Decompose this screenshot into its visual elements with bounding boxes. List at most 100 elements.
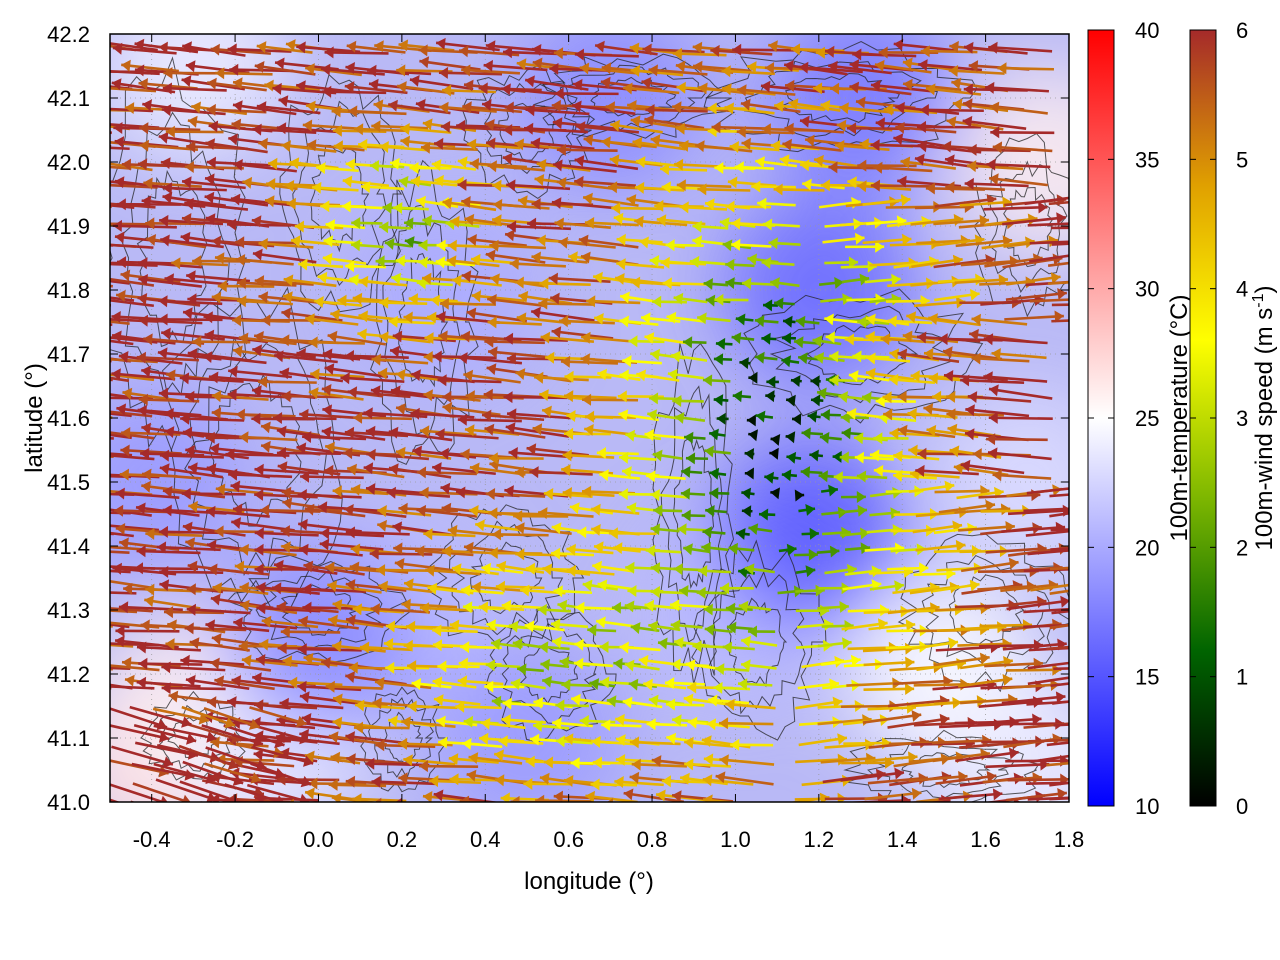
wind-arrow-head — [258, 291, 269, 304]
wind-arrow-head — [252, 123, 262, 136]
wind-arrow-head — [116, 198, 126, 211]
wind-arrow-head — [396, 403, 406, 415]
wind-arrow-head — [98, 82, 107, 94]
wind-arrow — [411, 678, 452, 690]
wind-arrow-head — [562, 487, 572, 499]
wind-arrow — [897, 424, 956, 439]
wind-arrow-head — [905, 619, 916, 632]
wind-arrow-shaft — [139, 126, 201, 132]
wind-arrow — [480, 717, 526, 730]
wind-arrow-head — [239, 543, 249, 556]
wind-arrow — [258, 238, 314, 250]
wind-arrow-head — [501, 714, 511, 726]
wind-arrow-shaft — [1053, 723, 1069, 727]
wind-arrow-shaft — [694, 143, 753, 153]
wind-arrow-head — [431, 159, 442, 171]
wind-arrow — [839, 504, 868, 517]
wind-arrow — [360, 181, 405, 193]
wind-arrow-head — [288, 676, 298, 689]
wind-arrow — [506, 220, 571, 233]
wind-arrow-head — [1002, 674, 1013, 686]
wind-arrow-shaft — [303, 563, 365, 576]
wind-arrow-head — [157, 347, 168, 360]
wind-arrow-shaft — [487, 320, 542, 326]
wind-arrow — [110, 279, 130, 285]
wind-arrow-head — [47, 575, 57, 587]
wind-arrow-head — [425, 564, 435, 577]
wind-arrow-shaft — [984, 599, 1047, 609]
wind-arrow — [1024, 196, 1069, 206]
wind-arrow-head — [390, 345, 400, 358]
wind-arrow-head — [363, 462, 374, 475]
wind-arrow-head — [564, 427, 574, 440]
wind-arrow-shaft — [110, 666, 131, 670]
wind-arrow-head — [542, 675, 552, 688]
wind-arrow-shaft — [281, 394, 344, 399]
wind-arrow-head — [932, 390, 942, 403]
wind-arrow-head — [900, 156, 911, 169]
wind-arrow-head — [458, 352, 468, 365]
wind-arrow — [907, 407, 958, 420]
wind-arrow-head — [303, 652, 314, 665]
wind-arrow — [619, 641, 661, 654]
wind-arrow-shaft — [534, 375, 589, 382]
wind-arrow-head — [597, 368, 608, 381]
wind-arrow-shaft — [817, 717, 872, 726]
wind-arrow-head — [897, 424, 908, 437]
wind-arrow-head — [744, 467, 754, 480]
wind-arrow-head — [857, 180, 867, 193]
wind-arrow-shaft — [350, 487, 407, 497]
wind-arrow-head — [110, 616, 111, 619]
wind-arrow-head — [264, 195, 275, 208]
wind-arrow-head — [670, 599, 680, 612]
wind-arrow — [715, 771, 774, 786]
wind-arrow-head — [354, 123, 364, 136]
wind-arrow-head — [606, 798, 613, 802]
wind-arrow — [757, 197, 796, 210]
wind-arrow-shaft — [45, 184, 107, 187]
wind-arrow-head — [233, 77, 243, 90]
wind-arrow-head — [119, 468, 129, 481]
wind-arrow — [992, 469, 1052, 482]
wind-arrow — [774, 297, 795, 310]
wind-arrow-head — [162, 485, 173, 498]
wind-arrow-shaft — [524, 78, 589, 91]
wind-arrow-shaft — [784, 126, 845, 134]
wind-arrow — [740, 659, 777, 672]
wind-arrow-head — [488, 346, 498, 359]
wind-arrow-shaft — [432, 465, 496, 476]
wind-arrow-head — [370, 385, 381, 398]
wind-arrow-head — [585, 410, 595, 423]
wind-arrow-shaft — [344, 430, 409, 438]
wind-arrow-head — [187, 293, 197, 306]
wind-arrow-shaft — [552, 163, 617, 173]
wind-arrow — [1049, 589, 1069, 595]
wind-arrow — [934, 288, 980, 302]
wind-arrow — [618, 451, 657, 464]
wind-arrow-head — [681, 509, 691, 522]
contour-line — [743, 288, 984, 424]
wind-arrow-head — [185, 674, 196, 687]
wind-arrow — [804, 134, 863, 148]
wind-arrow-head — [388, 315, 398, 328]
wind-arrow-head — [479, 732, 489, 745]
wind-arrow-head — [1056, 212, 1066, 225]
wind-arrow — [403, 754, 456, 767]
wind-arrow-head — [722, 239, 733, 252]
wind-arrow — [713, 353, 733, 366]
wind-arrow — [908, 480, 955, 493]
wind-arrow-head — [162, 191, 173, 204]
wind-arrow-head — [634, 215, 644, 228]
wind-arrow-head — [462, 738, 472, 750]
wind-arrow — [441, 545, 497, 558]
wind-arrow — [524, 75, 589, 91]
wind-arrow-head — [485, 659, 496, 672]
wind-arrow-head — [986, 158, 996, 171]
wind-arrow — [298, 258, 344, 271]
wind-arrow-head — [274, 350, 284, 363]
wind-arrow-shaft — [365, 486, 430, 496]
wind-arrow-head — [366, 483, 376, 495]
wind-arrow-head — [256, 602, 266, 615]
wind-arrow-shaft — [932, 752, 991, 763]
wind-arrow — [986, 158, 1051, 171]
